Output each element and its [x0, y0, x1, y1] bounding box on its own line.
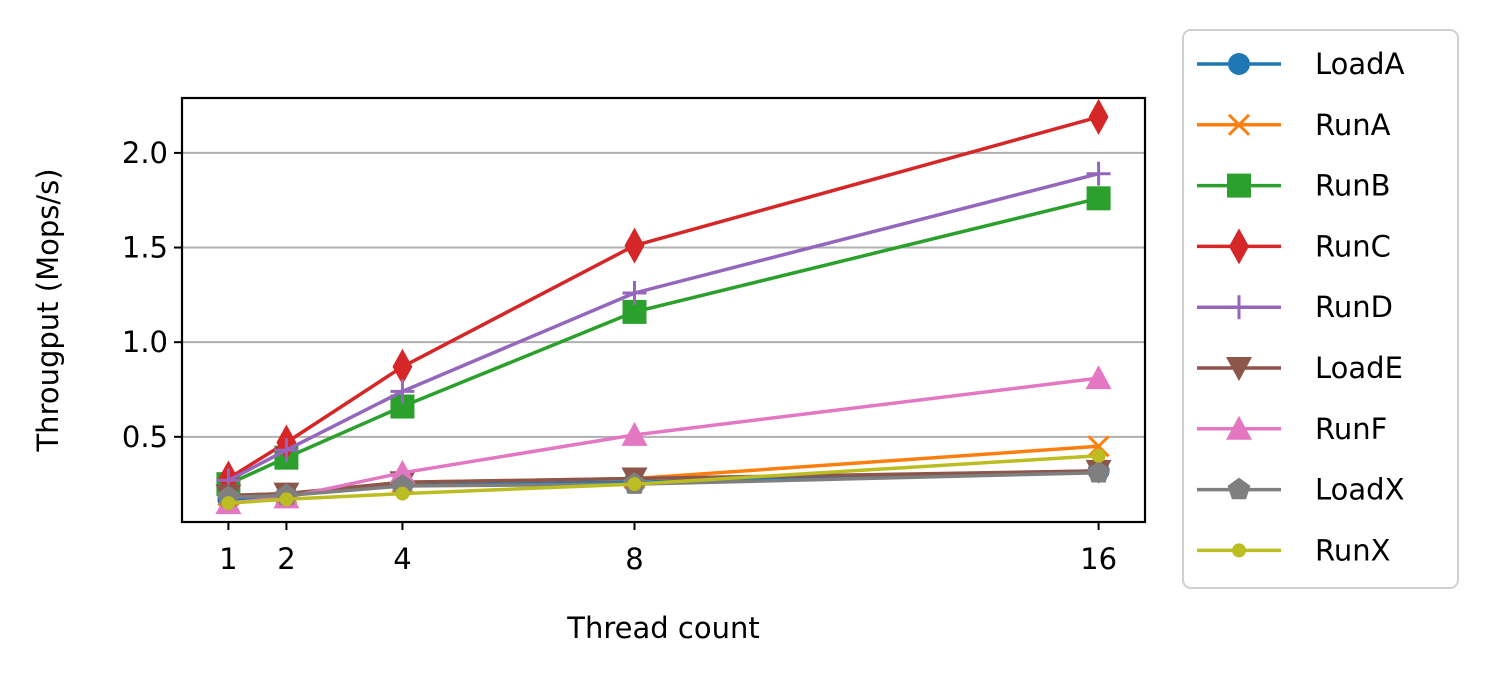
legend-box — [1182, 29, 1459, 589]
x-axis-label: Thread count — [566, 611, 759, 645]
data-point-runc — [624, 227, 645, 264]
marker-stroke — [1087, 435, 1110, 458]
legend-item-loade: LoadE — [1197, 351, 1403, 385]
legend-item-runf: RunF — [1197, 412, 1387, 446]
x-tick-label: 8 — [625, 542, 643, 576]
legend-marker-runx — [1232, 543, 1246, 558]
series-layer — [215, 98, 1112, 515]
data-point-loadx — [1087, 460, 1110, 483]
legend-marker-loade — [1226, 357, 1252, 381]
series-rund — [216, 161, 1111, 493]
legend-marker-loada — [1228, 53, 1250, 75]
legend-item-loada: LoadA — [1197, 47, 1405, 81]
data-point-rund — [622, 280, 647, 305]
legend-item-runc: RunC — [1197, 228, 1391, 265]
data-point-runx — [395, 486, 410, 501]
marker-stroke — [1227, 113, 1251, 136]
legend-item-rund: RunD — [1197, 290, 1393, 324]
data-point-runc — [392, 348, 413, 385]
data-point-runx — [627, 477, 642, 492]
legend-label: RunB — [1315, 169, 1391, 203]
y-tick-label: 1.5 — [122, 231, 168, 265]
legend-label: LoadE — [1315, 351, 1403, 385]
data-point-rund — [274, 438, 299, 463]
legend-item-runx: RunX — [1197, 533, 1390, 567]
legend-label: RunD — [1315, 290, 1393, 324]
y-tick-label: 0.5 — [122, 420, 168, 454]
data-point-runx — [1091, 448, 1106, 463]
legend-label: LoadA — [1315, 47, 1405, 81]
x-tick-label: 1 — [219, 542, 237, 576]
y-tick-label: 1.0 — [122, 325, 168, 359]
data-point-runf — [1085, 365, 1112, 390]
data-point-runc — [1088, 98, 1109, 135]
plot-area-frame — [180, 96, 1147, 524]
legend-marker-loadx — [1227, 477, 1251, 500]
legend-label: RunC — [1315, 229, 1391, 263]
data-point-rund — [390, 379, 415, 404]
y-gridlines — [182, 151, 1145, 438]
data-point-runx — [221, 496, 236, 511]
series-runx — [221, 448, 1106, 511]
data-point-runf — [389, 459, 416, 484]
x-tick-label: 16 — [1080, 542, 1117, 576]
y-tick-label: 2.0 — [122, 136, 168, 170]
y-axis-label: Througput (Mops/s) — [31, 168, 65, 452]
legend-marker-runb — [1227, 173, 1251, 198]
legend-label: RunX — [1315, 533, 1390, 567]
x-tick-label: 4 — [393, 542, 411, 576]
data-point-runa — [1087, 435, 1110, 458]
legend-marker-runf — [1226, 415, 1252, 440]
legend-item-runb: RunB — [1197, 169, 1391, 203]
data-point-rund — [1086, 161, 1111, 186]
legend-marker-runa — [1227, 113, 1251, 136]
x-tick-label: 2 — [277, 542, 295, 576]
data-point-runf — [621, 421, 648, 446]
axis-ticks: 0.5 1.0 1.5 2.0 1 2 4 8 16 — [122, 136, 1117, 576]
legend-marker-runc — [1229, 228, 1249, 265]
legend-item-loadx: LoadX — [1197, 473, 1404, 507]
data-point-runx — [279, 492, 294, 507]
legend-marker-rund — [1227, 295, 1251, 320]
legend-label: LoadX — [1315, 473, 1404, 507]
legend-label: RunA — [1315, 108, 1391, 142]
legend-item-runa: RunA — [1197, 108, 1391, 142]
legend-label: RunF — [1315, 412, 1387, 446]
legend: LoadA RunA RunB RunC RunD LoadE RunF LoadX RunX — [1182, 29, 1459, 589]
data-point-runb — [1086, 186, 1111, 211]
